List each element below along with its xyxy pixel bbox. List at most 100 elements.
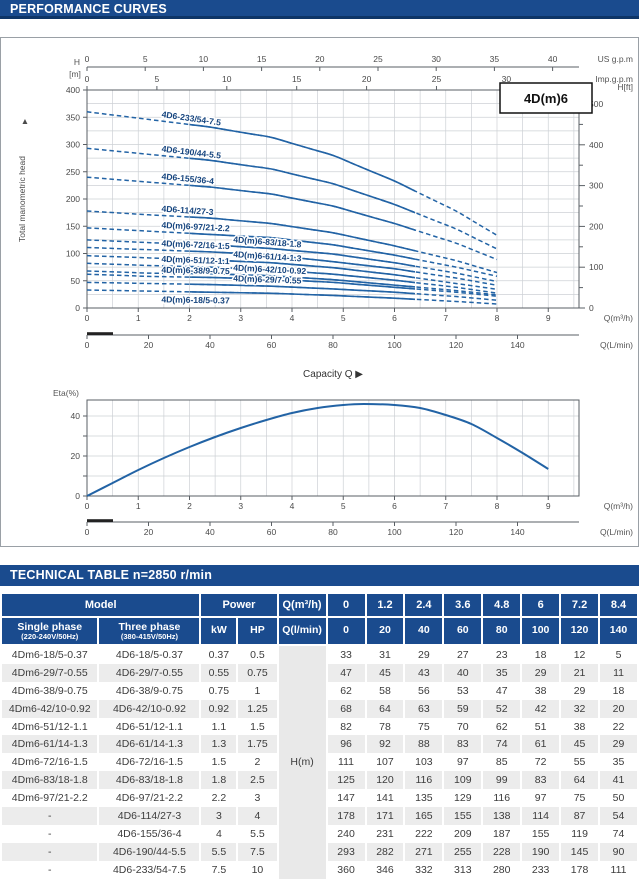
axis-tick-label: 140 — [510, 340, 524, 350]
head-value-2: 56 — [403, 681, 445, 700]
axis-tick-label: 15 — [292, 74, 302, 84]
head-value-7: 50 — [598, 789, 639, 808]
head-value-0: 111 — [325, 753, 367, 772]
col-header-power: Power — [199, 592, 279, 618]
three-phase-model: 4D6-42/10-0.92 — [97, 699, 202, 718]
axis-tick-label: 20 — [362, 74, 372, 84]
axis-tick-label: 200 — [66, 194, 80, 204]
axis-tick-label: 0 — [85, 54, 90, 64]
three-phase-model: 4D6-97/21-2.2 — [97, 789, 202, 808]
axis-tick-label: 50 — [71, 276, 81, 286]
table-row: 4Dm6-18/5-0.37 4D6-18/5-0.37 0.37 0.5 H(m) 33… — [0, 645, 639, 879]
head-value-5: 83 — [520, 771, 562, 790]
col-header-hp: HP — [236, 616, 279, 646]
head-value-1: 45 — [364, 663, 406, 682]
head-value-0: 62 — [325, 681, 367, 700]
curve-4D6-233/54-7.5 — [86, 111, 498, 236]
head-value-3: 255 — [442, 842, 484, 861]
axis-tick-label: 7 — [443, 313, 448, 323]
head-value-4: 52 — [481, 699, 523, 718]
axis-tick-label: 7 — [443, 501, 448, 511]
head-value-7: 90 — [598, 842, 639, 861]
power-hp: 2 — [236, 753, 279, 772]
axis-tick-label: 60 — [267, 527, 277, 537]
head-value-1: 64 — [364, 699, 406, 718]
performance-chart-panel: 0 5 10 15 20 25 30 35 40 US g.p.m 0 5 10 15 20 25 30 Imp.… — [0, 37, 639, 547]
axis-tick-label: 400 — [589, 140, 603, 150]
head-value-6: 45 — [559, 735, 601, 754]
head-value-5: 155 — [520, 824, 562, 843]
head-value-6: 64 — [559, 771, 601, 790]
q-lmin-axis-label: Q(L/min) — [600, 340, 633, 350]
power-hp: 2.5 — [236, 771, 279, 790]
axis-tick-label: 0 — [75, 491, 80, 501]
head-value-2: 103 — [403, 753, 445, 772]
axis-tick-label: 3 — [238, 313, 243, 323]
axis-tick-label: 400 — [66, 85, 80, 95]
axis-tick-label: 200 — [589, 221, 603, 231]
head-value-5: 72 — [520, 753, 562, 772]
power-hp: 7.5 — [236, 842, 279, 861]
axis-tick-label: 30 — [502, 74, 512, 84]
curve-labels: 4D6-233/54-7.54D6-190/44-5.54D6-155/36-4… — [160, 108, 309, 307]
pump-performance-chart: 0 5 10 15 20 25 30 35 40 US g.p.m0 5 10 15 20 25 30 Imp.… — [17, 54, 633, 537]
single-phase-model: 4Dm6-42/10-0.92 — [0, 699, 100, 718]
power-kw: 0.92 — [199, 699, 239, 718]
total-manometric-head-label: Total manometric head — [17, 156, 27, 242]
q-lmin-value-0: 0 — [325, 616, 367, 646]
three-phase-model: 4D6-72/16-1.5 — [97, 753, 202, 772]
power-hp: 1.25 — [236, 699, 279, 718]
axis-tick-label: 100 — [387, 527, 401, 537]
right-axis-ft: 0 100 200 300 400 500 H[ft] — [579, 82, 633, 313]
axis-tick-label: 100 — [387, 340, 401, 350]
head-value-5: 97 — [520, 789, 562, 808]
power-hp: 4 — [236, 807, 279, 825]
power-kw: 4 — [199, 824, 239, 843]
single-phase-model: - — [0, 860, 100, 879]
curve-label-4D(m)6-51/12-1.1: 4D(m)6-51/12-1.1 — [161, 254, 230, 266]
head-value-4: 187 — [481, 824, 523, 843]
axis-tick-label: 80 — [328, 340, 338, 350]
power-kw: 0.75 — [199, 681, 239, 700]
head-value-6: 87 — [559, 807, 601, 825]
axis-tick-label: 120 — [449, 527, 463, 537]
axis-tick-label: 9 — [546, 313, 551, 323]
head-value-1: 92 — [364, 735, 406, 754]
head-value-4: 138 — [481, 807, 523, 825]
head-value-6: 75 — [559, 789, 601, 808]
q-lmin-value-4: 80 — [481, 616, 523, 646]
head-value-2: 29 — [403, 645, 445, 664]
head-value-6: 119 — [559, 824, 601, 843]
head-value-3: 53 — [442, 681, 484, 700]
head-value-7: 18 — [598, 681, 639, 700]
axis-tick-label: 1 — [136, 501, 141, 511]
head-value-3: 129 — [442, 789, 484, 808]
power-kw: 1.3 — [199, 735, 239, 754]
axis-tick-label: 0 — [85, 340, 90, 350]
single-phase-model: 4Dm6-38/9-0.75 — [0, 681, 100, 700]
curve-label-4D(m)6-29/7-0.55: 4D(m)6-29/7-0.55 — [233, 273, 302, 286]
head-value-7: 35 — [598, 753, 639, 772]
q-m3h-value-2: 2.4 — [403, 592, 445, 618]
q-m3h-value-0: 0 — [325, 592, 367, 618]
q-m3h-value-1: 1.2 — [364, 592, 406, 618]
axis-tick-label: 15 — [257, 54, 267, 64]
head-value-2: 75 — [403, 717, 445, 736]
axis-tick-label: 6 — [392, 501, 397, 511]
three-phase-model: 4D6-61/14-1.3 — [97, 735, 202, 754]
eta-chart: 0 20 40 Eta(%) 0 1 2 3 4 5 6 7 8 9 Q(m³/h) 0 20 40 60 80 100… — [53, 388, 633, 537]
power-kw: 1.5 — [199, 753, 239, 772]
head-value-6: 55 — [559, 753, 601, 772]
col-header-kw: kW — [199, 616, 239, 646]
head-value-4: 85 — [481, 753, 523, 772]
head-value-1: 171 — [364, 807, 406, 825]
q-lmin-value-3: 60 — [442, 616, 484, 646]
head-value-5: 18 — [520, 645, 562, 664]
head-value-3: 209 — [442, 824, 484, 843]
axis-tick-label: 40 — [548, 54, 558, 64]
total-head-caption: Total manometric head ▲ — [17, 116, 29, 242]
table-row: 4Dm6-61/14-1.3 4D6-61/14-1.3 1.3 1.75 96 92 88… — [0, 735, 639, 754]
head-value-0: 147 — [325, 789, 367, 808]
curve-label-4D6-114/27-3: 4D6-114/27-3 — [161, 204, 214, 218]
axis-tick-label: 40 — [205, 527, 215, 537]
